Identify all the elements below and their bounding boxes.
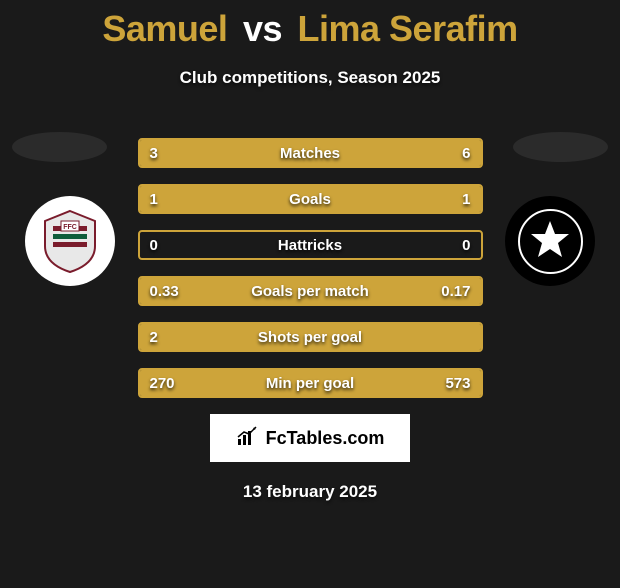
branding-box: FcTables.com [210,414,410,462]
stat-row: 36Matches [138,138,483,168]
comparison-title: Samuel vs Lima Serafim [0,8,620,50]
botafogo-crest-icon [518,209,583,274]
stat-row: 11Goals [138,184,483,214]
vs-separator: vs [243,8,282,49]
player-right-name: Lima Serafim [298,8,518,49]
chart-icon [236,425,260,452]
player-head-shadow-right [513,132,608,162]
svg-text:FFC: FFC [63,224,77,231]
stat-label: Matches [140,140,481,166]
stat-row: 2Shots per goal [138,322,483,352]
club-badge-left: FFC [25,196,115,286]
fluminense-crest-icon: FFC [35,206,105,276]
stat-label: Goals per match [140,278,481,304]
branding-text: FcTables.com [266,428,385,449]
stats-container: 36Matches 11Goals 00Hattricks 0.330.17Goals… [138,138,483,398]
stat-row: 0.330.17Goals per match [138,276,483,306]
stat-label: Goals [140,186,481,212]
stat-row: 270573Min per goal [138,368,483,398]
club-badge-right [505,196,595,286]
player-left-name: Samuel [102,8,227,49]
content-area: FFC 36Matches 11Goals 00Hattricks 0.330.17G… [0,138,620,398]
date-text: 13 february 2025 [0,482,620,502]
stat-label: Shots per goal [140,324,481,350]
stat-row: 00Hattricks [138,230,483,260]
stat-label: Hattricks [140,232,481,258]
stat-label: Min per goal [140,370,481,396]
player-head-shadow-left [12,132,107,162]
subtitle: Club competitions, Season 2025 [0,68,620,88]
